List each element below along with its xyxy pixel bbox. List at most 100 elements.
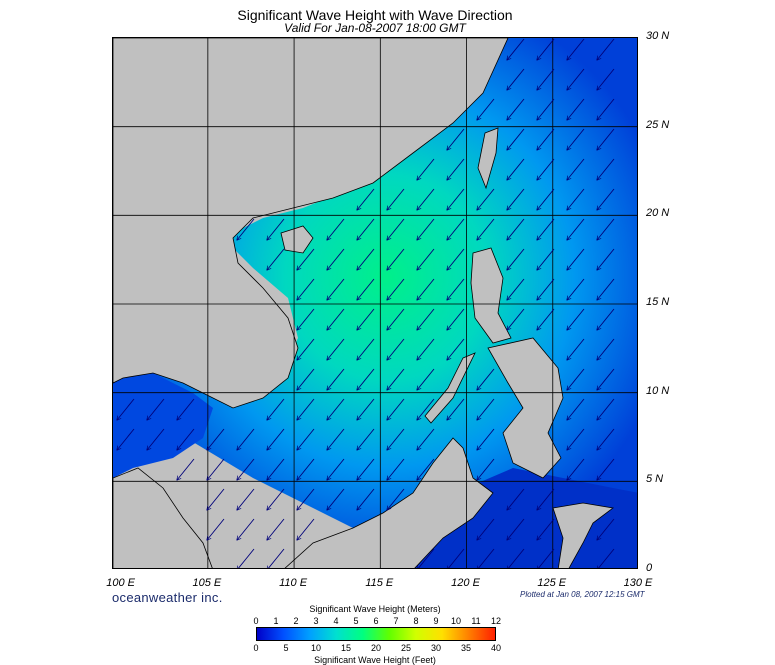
wave-direction-arrow	[417, 248, 435, 270]
graticule	[113, 38, 637, 568]
wave-direction-arrow	[297, 428, 315, 450]
wave-direction-arrow	[357, 398, 375, 420]
wave-direction-arrow	[507, 308, 525, 330]
wave-direction-arrow	[117, 398, 135, 420]
wave-direction-arrow	[177, 458, 195, 480]
wave-direction-arrow	[357, 278, 375, 300]
latitude-label: 30 N	[646, 30, 670, 42]
wave-direction-arrow	[507, 548, 525, 568]
wave-direction-arrow	[387, 458, 405, 480]
wave-direction-arrow	[417, 158, 435, 180]
wave-direction-arrow	[537, 188, 555, 210]
valid-time-subtitle: Valid For Jan-08-2007 18:00 GMT	[284, 21, 466, 35]
wave-direction-arrow	[567, 68, 585, 90]
wave-direction-arrow	[507, 218, 525, 240]
wave-direction-arrow	[537, 158, 555, 180]
wave-direction-arrow	[567, 98, 585, 120]
wave-direction-arrow	[567, 398, 585, 420]
wave-direction-arrow	[567, 278, 585, 300]
wave-direction-arrow	[267, 518, 285, 540]
wave-direction-arrow	[567, 158, 585, 180]
wave-direction-arrow	[537, 308, 555, 330]
wave-direction-arrow	[357, 458, 375, 480]
latitude-label: 25 N	[646, 118, 670, 131]
wave-direction-arrow	[597, 368, 615, 390]
wave-direction-arrow	[297, 458, 315, 480]
longitude-label: 110 E	[279, 577, 308, 589]
oceanweather-brand: oceanweather inc.	[112, 590, 223, 605]
wave-direction-arrow	[507, 518, 525, 540]
gulf-of-thailand	[113, 368, 213, 478]
wave-direction-arrow	[267, 488, 285, 510]
wave-direction-arrow	[567, 188, 585, 210]
wave-direction-arrow	[477, 518, 495, 540]
wave-direction-arrow	[597, 278, 615, 300]
wave-direction-arrow	[507, 128, 525, 150]
wave-direction-arrow	[417, 398, 435, 420]
wave-direction-arrow	[327, 308, 345, 330]
wave-direction-arrow	[267, 458, 285, 480]
visayas-mindanao	[487, 337, 564, 479]
wave-direction-arrow	[327, 428, 345, 450]
feet-tick-label: 40	[490, 643, 501, 653]
wave-direction-arrow	[567, 458, 585, 480]
wave-direction-arrow	[597, 338, 615, 360]
meter-tick-label: 7	[393, 616, 399, 626]
latitude-label: 5 N	[646, 473, 664, 486]
meter-tick-label: 5	[353, 616, 359, 626]
wave-direction-arrow	[477, 398, 495, 420]
wave-direction-arrow	[267, 428, 285, 450]
wave-direction-arrow	[477, 428, 495, 450]
wave-direction-arrow	[507, 488, 525, 510]
meter-tick-label: 9	[433, 616, 439, 626]
wave-direction-arrow	[237, 518, 255, 540]
wave-direction-arrow	[507, 158, 525, 180]
wave-direction-arrow	[207, 428, 225, 450]
wave-direction-arrow	[417, 188, 435, 210]
wave-direction-arrow	[147, 398, 165, 420]
meter-tick-label: 12	[490, 616, 501, 626]
sulawesi	[552, 502, 614, 568]
wave-direction-arrow	[507, 188, 525, 210]
wave-direction-arrow	[597, 458, 615, 480]
wave-direction-arrow	[297, 398, 315, 420]
wave-direction-arrow	[537, 128, 555, 150]
wave-direction-arrow	[507, 278, 525, 300]
wave-direction-arrow	[297, 368, 315, 390]
wave-direction-arrow	[207, 458, 225, 480]
feet-tick-label: 5	[283, 643, 289, 653]
wave-direction-arrow	[447, 128, 465, 150]
feet-tick-label: 0	[253, 643, 259, 653]
longitude-label: 115 E	[365, 577, 394, 589]
wave-direction-arrow	[327, 218, 345, 240]
wave-direction-arrow	[507, 98, 525, 120]
wave-direction-arrow	[417, 428, 435, 450]
wave-direction-arrow	[477, 458, 495, 480]
wave-direction-arrow	[567, 38, 585, 60]
wave-direction-arrow	[567, 218, 585, 240]
wave-direction-arrow	[537, 38, 555, 60]
wave-direction-arrow	[477, 98, 495, 120]
longitude-label: 130 E	[623, 577, 653, 589]
feet-tick-label: 30	[430, 643, 441, 653]
meter-tick-label: 1	[273, 616, 279, 626]
longitude-label: 105 E	[192, 577, 222, 589]
wave-direction-arrow	[177, 398, 195, 420]
wave-direction-arrow	[177, 428, 195, 450]
hainan	[280, 225, 314, 254]
wave-direction-arrow	[357, 428, 375, 450]
luzon	[470, 247, 512, 344]
wave-direction-arrow	[387, 338, 405, 360]
wave-direction-arrow	[267, 218, 285, 240]
legend-feet-label: Significant Wave Height (Feet)	[314, 655, 436, 665]
wave-direction-arrow	[207, 518, 225, 540]
wave-direction-arrow	[507, 248, 525, 270]
wave-direction-arrow	[477, 218, 495, 240]
wave-direction-arrow	[237, 428, 255, 450]
wave-direction-arrow	[297, 488, 315, 510]
latitude-label: 20 N	[646, 207, 670, 220]
meter-tick-label: 10	[450, 616, 461, 626]
wave-direction-arrow	[297, 338, 315, 360]
wave-direction-arrow	[447, 548, 465, 568]
wave-direction-arrow	[597, 548, 615, 568]
